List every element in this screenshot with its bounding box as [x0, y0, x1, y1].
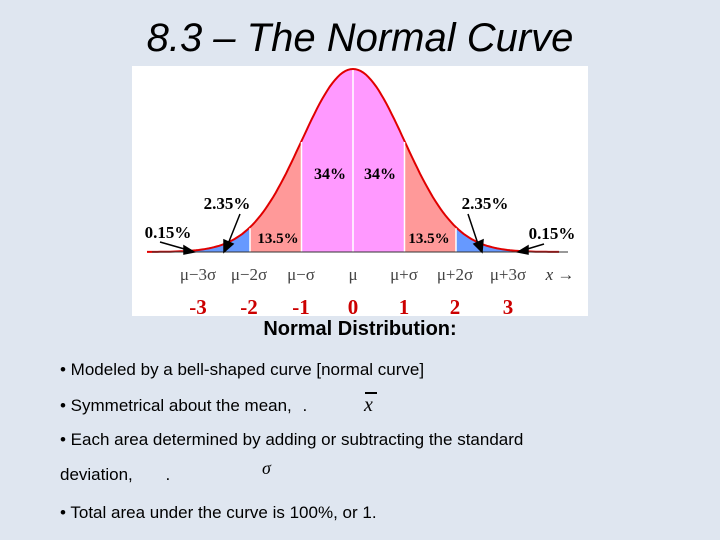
z-label-minus3: -3	[189, 295, 207, 316]
z-label-plus1: 1	[399, 295, 410, 316]
mu-label-plus3: μ+3σ	[490, 265, 526, 284]
mu-label-minus2: μ−2σ	[231, 265, 267, 284]
bullet-bell-shaped: • Modeled by a bell-shaped curve [normal…	[60, 360, 425, 379]
bullet-deviation-text: deviation,	[60, 465, 133, 484]
callout-015-right: 0.15%	[529, 224, 576, 243]
z-label-0: 0	[348, 295, 359, 316]
x-bar-letter: x	[364, 394, 373, 416]
bullet-standard-deviation-cont: deviation, .	[60, 465, 170, 485]
normal-curve-diagram: 34% 34% 13.5% 13.5% 2.35% 2.35% 0.15% 0.…	[145, 67, 576, 316]
mid-label-left: 13.5%	[257, 231, 298, 247]
z-label-minus1: -1	[292, 295, 310, 316]
section-heading: Normal Distribution:	[263, 318, 457, 340]
normal-curve-figure: 34% 34% 13.5% 13.5% 2.35% 2.35% 0.15% 0.…	[132, 66, 588, 316]
callout-015-left: 0.15%	[145, 223, 192, 242]
center-label-right: 34%	[364, 166, 396, 183]
z-label-plus2: 2	[450, 295, 461, 316]
bullet-symmetrical-text: • Symmetrical about the mean,	[60, 396, 292, 415]
mid-label-right: 13.5%	[408, 231, 449, 247]
slide-title: 8.3 – The Normal Curve	[146, 16, 574, 60]
center-label-left: 34%	[314, 166, 346, 183]
mu-label-0: μ	[348, 265, 357, 284]
callout-235-left: 2.35%	[204, 194, 251, 213]
arrowhead-235-right	[472, 238, 484, 254]
sigma-symbol: σ	[262, 458, 271, 478]
center-region-left	[301, 69, 353, 252]
x-bar-overline	[365, 392, 377, 394]
mu-label-plus2: μ+2σ	[437, 265, 473, 284]
mu-label-minus1: μ−σ	[287, 265, 315, 284]
z-label-plus3: 3	[503, 295, 514, 316]
arrowhead-015-left	[183, 244, 197, 255]
mu-label-plus1: μ+σ	[390, 265, 418, 284]
callout-235-right: 2.35%	[462, 194, 509, 213]
center-region-right	[353, 69, 405, 252]
x-axis-label: x →	[545, 265, 575, 284]
arrow-235-left	[227, 213, 241, 245]
x-bar-symbol: x	[364, 392, 377, 417]
arrowhead-015-right	[515, 244, 529, 255]
arrow-235-right	[467, 213, 479, 245]
bullet-deviation-period: .	[165, 465, 171, 484]
bullet-standard-deviation: • Each area determined by adding or subt…	[60, 430, 524, 449]
mu-label-minus3: μ−3σ	[180, 265, 216, 284]
arrowhead-235-left	[223, 238, 235, 254]
bullet-symmetrical-period: .	[302, 396, 308, 415]
bullet-symmetrical: • Symmetrical about the mean, .	[60, 396, 307, 416]
bullet-total-area: • Total area under the curve is 100%, or…	[60, 503, 377, 522]
bell-curve-outline	[147, 67, 559, 253]
z-label-minus2: -2	[240, 295, 258, 316]
